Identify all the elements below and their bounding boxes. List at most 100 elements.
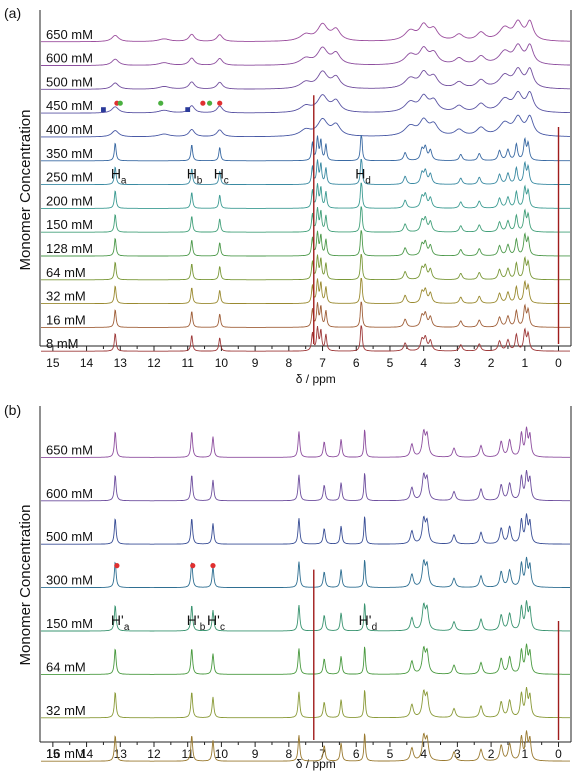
peak-annotation: H' [187,612,200,628]
concentration-label: 500 mM [46,529,93,544]
x-tick-label: 9 [252,747,259,761]
spectrum-trace [41,19,570,43]
concentration-label: 350 mM [46,146,93,161]
peak-annotation: H [111,166,121,182]
x-tick-label: 3 [454,747,461,761]
peak-annotation: H [214,166,224,182]
concentration-label: 32 mM [46,703,86,718]
peak-annotation-subscript: c [220,622,225,633]
spectrum-trace [41,90,570,114]
x-tick-label: 12 [147,356,161,370]
peak-marker-circle [207,100,213,106]
x-tick-label: 13 [114,747,128,761]
concentration-label: 450 mM [46,98,93,113]
peak-annotation: H' [207,612,220,628]
x-tick-label: 9 [252,356,259,370]
spectrum-trace [41,277,570,305]
x-axis-title: δ / ppm [296,372,336,386]
concentration-label: 600 mM [46,486,93,501]
concentration-label: 32 mM [46,289,86,304]
peak-annotation: H [355,166,365,182]
spectrum-trace [41,513,570,545]
concentration-label: 8 mM [46,336,79,351]
concentration-label: 128 mM [46,241,93,256]
spectrum-trace [41,556,570,589]
spectrum-trace [41,230,570,257]
x-tick-label: 5 [387,356,394,370]
concentration-label: 200 mM [46,193,93,208]
spectrum-trace [41,643,570,675]
spectrum-trace [41,325,570,352]
spectrum-trace [41,254,570,281]
peak-annotation-subscript: d [372,622,378,633]
peak-marker-circle [217,100,223,106]
x-tick-label: 10 [215,356,229,370]
x-tick-label: 2 [488,747,495,761]
concentration-label: 150 mM [46,217,93,232]
peak-marker-circle [190,563,196,569]
peak-annotation-subscript: b [197,176,203,187]
concentration-label: 64 mM [46,659,86,674]
concentration-label: 16 mM [46,312,86,327]
spectrum-trace [41,67,570,90]
x-tick-label: 12 [147,747,161,761]
peak-annotation-subscript: a [121,176,127,187]
peak-annotation-subscript: c [224,176,229,187]
concentration-label: 300 mM [46,573,93,588]
x-tick-label: 0 [555,356,562,370]
x-tick-label: 13 [114,356,128,370]
spectrum-trace [41,426,570,458]
concentration-label: 64 mM [46,265,86,280]
peak-annotation: H' [111,612,124,628]
peak-marker-circle [200,100,206,106]
y-axis-label: Monomer Concentration [17,110,34,271]
spectrum-trace [41,600,570,632]
x-tick-label: 11 [181,356,194,370]
peak-marker-square [185,107,191,112]
concentration-label: 650 mM [46,27,93,42]
x-tick-label: 6 [353,747,360,761]
spectrum-trace [41,158,570,186]
panel-label: (b) [4,402,21,418]
x-tick-label: 15 [46,747,60,761]
peak-marker-circle [117,100,123,106]
x-tick-label: 1 [521,747,528,761]
concentration-label: 150 mM [46,616,93,631]
spectrum-trace [41,687,570,719]
concentration-label: 650 mM [46,442,93,457]
y-axis-label: Monomer Concentration [17,505,34,666]
x-axis-title: δ / ppm [296,757,336,771]
peak-marker-circle [210,563,216,569]
x-tick-label: 11 [181,747,194,761]
spectrum-trace [41,206,570,233]
concentration-label: 500 mM [46,74,93,89]
peak-marker-square [101,107,106,112]
concentration-label: 600 mM [46,51,93,66]
peak-annotation: H [187,166,197,182]
x-tick-label: 8 [285,356,292,370]
spectrum-trace [41,114,570,138]
x-tick-label: 2 [488,356,495,370]
x-tick-label: 15 [46,356,60,370]
peak-marker-circle [114,563,120,569]
spectrum-trace [41,43,570,66]
x-tick-label: 1 [521,356,528,370]
x-tick-label: 4 [420,747,427,761]
concentration-label: 400 mM [46,122,93,137]
peak-annotation-subscript: b [200,622,206,633]
x-tick-label: 10 [215,747,229,761]
x-tick-label: 8 [285,747,292,761]
x-tick-label: 5 [387,747,394,761]
x-tick-label: 14 [80,747,94,761]
x-tick-label: 7 [319,356,326,370]
x-tick-label: 4 [420,356,427,370]
peak-annotation-subscript: d [365,176,371,187]
peak-annotation: H' [359,612,372,628]
x-tick-label: 0 [555,747,562,761]
x-tick-label: 6 [353,356,360,370]
concentration-label: 250 mM [46,170,93,185]
spectrum-trace [41,470,570,502]
